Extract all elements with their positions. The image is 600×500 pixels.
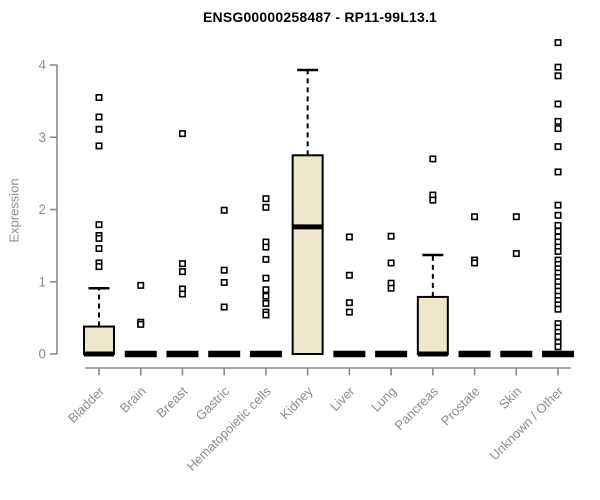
outlier-breast — [178, 260, 186, 268]
outlier-lung — [387, 259, 395, 267]
x-tick-label-lung: Lung — [368, 384, 399, 415]
outlier-liver — [345, 233, 353, 241]
outlier-brain — [137, 320, 145, 328]
outlier-breast — [178, 290, 186, 298]
y-tick-label-1: 1 — [38, 274, 46, 289]
outlier-liver — [345, 271, 353, 279]
outlier-hematopoietic-cells — [262, 292, 270, 300]
outlier-hematopoietic-cells — [262, 286, 270, 294]
y-tick-label-3: 3 — [38, 130, 46, 145]
collapsed-box-prostate — [458, 350, 491, 358]
outlier-gastric — [220, 278, 228, 286]
outlier-liver — [345, 308, 353, 316]
x-tick-label-prostate: Prostate — [438, 384, 483, 429]
collapsed-box-gastric — [208, 350, 241, 358]
outlier-pancreas — [429, 196, 437, 204]
outlier-bladder — [95, 113, 103, 121]
outlier-gastric — [220, 206, 228, 214]
outlier-hematopoietic-cells — [262, 243, 270, 251]
outlier-unknown-other — [554, 221, 562, 229]
outlier-lung — [387, 284, 395, 292]
collapsed-box-unknown-other — [542, 350, 575, 358]
outlier-unknown-other — [554, 63, 562, 71]
outlier-bladder — [95, 94, 103, 102]
box-pancreas — [416, 295, 449, 355]
outlier-pancreas — [429, 155, 437, 163]
outlier-unknown-other — [554, 333, 562, 341]
x-tick-label-unknown-other: Unknown / Other — [487, 383, 567, 463]
outlier-skin — [512, 213, 520, 221]
outlier-unknown-other — [554, 305, 562, 313]
x-tick-label-kidney: Kidney — [277, 383, 316, 422]
outlier-unknown-other — [554, 125, 562, 133]
outlier-unknown-other — [554, 100, 562, 108]
collapsed-box-skin — [500, 350, 533, 358]
outlier-unknown-other — [554, 117, 562, 125]
outlier-gastric — [220, 303, 228, 311]
outlier-unknown-other — [554, 168, 562, 176]
y-tick-label-4: 4 — [38, 58, 46, 73]
x-tick-label-breast: Breast — [153, 383, 190, 420]
collapsed-box-brain — [124, 350, 157, 358]
outlier-unknown-other — [554, 247, 562, 255]
x-tick-label-pancreas: Pancreas — [392, 383, 442, 433]
outlier-unknown-other — [554, 72, 562, 80]
outlier-brain — [137, 281, 145, 289]
x-tick-label-gastric: Gastric — [193, 383, 233, 423]
outlier-skin — [512, 250, 520, 258]
collapsed-box-liver — [333, 350, 366, 358]
outlier-hematopoietic-cells — [262, 195, 270, 203]
outlier-bladder — [95, 221, 103, 229]
outlier-unknown-other — [554, 39, 562, 47]
outlier-hematopoietic-cells — [262, 299, 270, 307]
outlier-hematopoietic-cells — [262, 255, 270, 263]
outlier-breast — [178, 268, 186, 276]
outlier-bladder — [95, 234, 103, 242]
outlier-prostate — [471, 259, 479, 267]
outlier-bladder — [95, 263, 103, 271]
outlier-liver — [345, 299, 353, 307]
x-tick-label-bladder: Bladder — [65, 383, 108, 426]
y-tick-label-0: 0 — [38, 347, 46, 362]
outlier-gastric — [220, 266, 228, 274]
outlier-hematopoietic-cells — [262, 274, 270, 282]
outlier-unknown-other — [554, 343, 562, 351]
x-tick-label-skin: Skin — [496, 384, 524, 412]
box-bladder — [83, 325, 115, 356]
y-tick-label-2: 2 — [38, 202, 46, 217]
chart-title: ENSG00000258487 - RP11-99L13.1 — [202, 9, 438, 25]
outlier-bladder — [95, 245, 103, 253]
outlier-bladder — [95, 125, 103, 133]
outlier-hematopoietic-cells — [262, 311, 270, 319]
outlier-bladder — [95, 142, 103, 150]
outlier-unknown-other — [554, 143, 562, 151]
outlier-hematopoietic-cells — [262, 203, 270, 211]
x-tick-label-liver: Liver — [327, 383, 358, 414]
outlier-prostate — [471, 213, 479, 221]
x-tick-label-brain: Brain — [117, 384, 149, 416]
outlier-unknown-other — [554, 201, 562, 209]
outlier-lung — [387, 232, 395, 240]
box-kidney — [291, 154, 324, 355]
collapsed-box-breast — [166, 350, 199, 358]
collapsed-box-lung — [375, 350, 408, 358]
collapsed-box-hematopoietic-cells — [249, 350, 282, 358]
outlier-unknown-other — [554, 227, 562, 235]
outlier-breast — [178, 130, 186, 138]
outlier-unknown-other — [554, 211, 562, 219]
